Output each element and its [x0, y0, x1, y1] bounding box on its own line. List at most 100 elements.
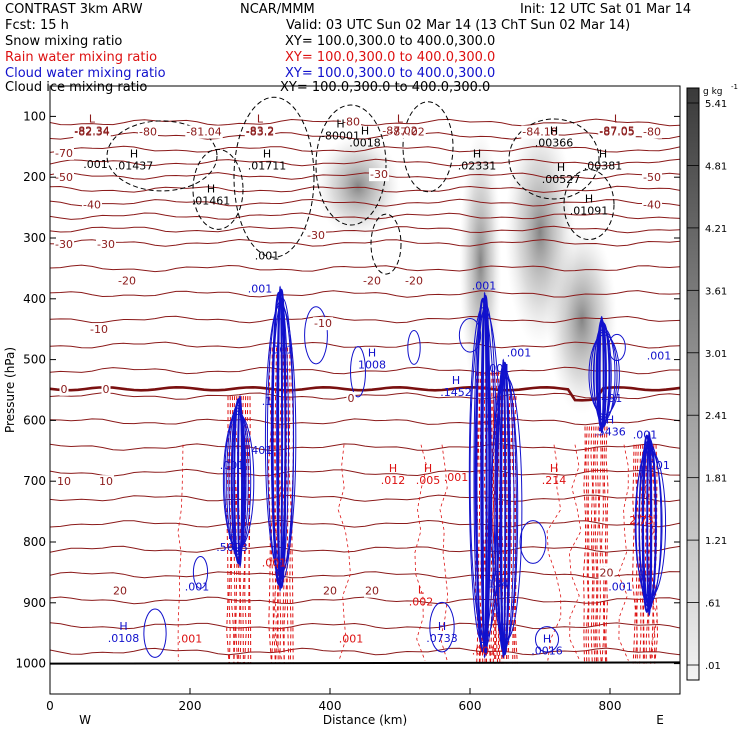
temperature-contour-label: 0 [61, 383, 68, 396]
contour-value-label: .001 [472, 644, 497, 657]
cloud-ice-contours [106, 96, 615, 275]
extremum-marker: H [389, 462, 397, 475]
extremum-value: .0016 [531, 644, 563, 657]
temperature-contour-label: 0 [348, 392, 355, 405]
temperature-contour-label: -50 [643, 171, 661, 184]
y-tick-label: 900 [23, 596, 46, 610]
temperature-isotherm [50, 622, 680, 630]
label-bg [112, 584, 128, 598]
cloud-water-contour [264, 304, 297, 574]
cloud-water-contour [270, 295, 290, 583]
cloud-water-contour [429, 601, 455, 653]
rain-contour [605, 426, 609, 664]
rain-contour [585, 426, 590, 664]
extremum-value: .02331 [458, 160, 497, 173]
temperature-isotherm [50, 494, 680, 503]
cloud-water-contour [608, 333, 626, 362]
cloud-water-contour [592, 328, 616, 422]
cloud-water-contour [271, 291, 287, 586]
freezing-level-isotherm [50, 385, 680, 402]
label-bg [369, 168, 389, 182]
extremum-value: 134 [488, 577, 509, 590]
field-xy-cloud-ice: XY= 100.0,300.0 to 400.0,300.0 [280, 80, 491, 95]
label-bg [56, 475, 72, 489]
extremum-marker: L [614, 112, 621, 125]
label-bg [117, 274, 137, 288]
rain-contour [642, 444, 647, 664]
temperature-isotherm [50, 392, 680, 400]
temperature-contour-label: -30 [307, 229, 325, 242]
cloud-ice-contour [402, 101, 454, 193]
temperature-isotherm [50, 290, 680, 298]
temperature-isotherm [50, 647, 680, 656]
temperature-isotherm [50, 158, 680, 167]
y-tick-label: 700 [23, 474, 46, 488]
cloud-water-contour [228, 404, 247, 558]
rain-contour [439, 444, 449, 661]
temperature-contour-label: -81.04 [186, 126, 221, 139]
cloud-ice-contour [106, 120, 218, 192]
temperature-isotherm [50, 468, 680, 477]
contour-value-label: .001 [83, 158, 108, 171]
cloud-water-contour [481, 291, 488, 659]
rain-contour [594, 426, 598, 664]
plot-border [49, 85, 681, 695]
y-tick-label: 500 [23, 353, 46, 367]
field-label-cloud-water: Cloud water mixing ratio [5, 66, 166, 81]
temperature-contour-label: -80 [139, 126, 157, 139]
rain-contour [568, 444, 582, 661]
extremum-marker: H [606, 413, 614, 426]
label-bg [642, 171, 662, 185]
rain-contour [598, 426, 602, 664]
label-bg [54, 171, 74, 185]
y-tick-label: 600 [23, 413, 46, 427]
colorbar: .01 .61 1.21 1.81 2.41 3.01 3.61 4.21 4.81 5.41 g … [686, 83, 738, 681]
temperature-isotherm [50, 519, 680, 528]
temperature-contour-label: -70 [55, 147, 73, 160]
rain-contour [285, 347, 290, 664]
label-bg [598, 566, 615, 580]
label-bg [362, 274, 382, 288]
cloud-water-contour [143, 608, 167, 658]
field-label-cloud-ice: Cloud ice mixing ratio [5, 80, 148, 95]
cloud-water-contour [304, 306, 328, 365]
cloud-water-contour [638, 444, 662, 604]
cloud-ice-contour [233, 96, 315, 258]
rain-contour [587, 426, 590, 664]
temperature-contour-label: -82.34 [74, 126, 109, 139]
temperature-isotherm [50, 118, 680, 127]
cloud-water-contour [519, 520, 547, 564]
colorbar-unit-exponent: -1 [731, 83, 738, 91]
temperature-contour-label: -87.05 [599, 126, 634, 139]
x-tick-label: 600 [459, 699, 482, 713]
temperature-isotherm [50, 212, 680, 220]
extremum-marker: H [599, 148, 607, 161]
rain-contour [603, 426, 607, 664]
rain-contour [631, 444, 636, 664]
title-left: CONTRAST 3km ARW [5, 2, 143, 17]
temperature-contour-label: -30 [55, 238, 73, 251]
contour-value-label: .001 [645, 459, 670, 472]
cloud-water-contour [473, 301, 492, 650]
extremum-marker: H [130, 148, 138, 161]
contour-value-label: .1 [262, 395, 273, 408]
contour-value-label: 2.73 [629, 514, 654, 527]
contour-value-label: .001 [608, 581, 633, 594]
extremum-marker: H [585, 193, 593, 206]
temperature-isotherm [50, 225, 680, 234]
label-bg [364, 584, 380, 598]
temperature-isotherm [50, 570, 680, 579]
cloud-ice-contour [315, 104, 387, 226]
rain-contour [648, 444, 652, 664]
temperature-contour-label: -40 [643, 199, 661, 212]
cloud-water-contour [233, 398, 244, 565]
cloud-water-contour [407, 330, 421, 365]
cloud-ice-contour [370, 213, 402, 275]
y-tick-label: 200 [23, 170, 46, 184]
temperature-contour-label: -30 [97, 238, 115, 251]
extremum-marker: L [397, 112, 404, 125]
extremum-value: .005 [416, 474, 441, 487]
rain-contour [654, 444, 659, 664]
cloud-water-contour [588, 334, 620, 416]
